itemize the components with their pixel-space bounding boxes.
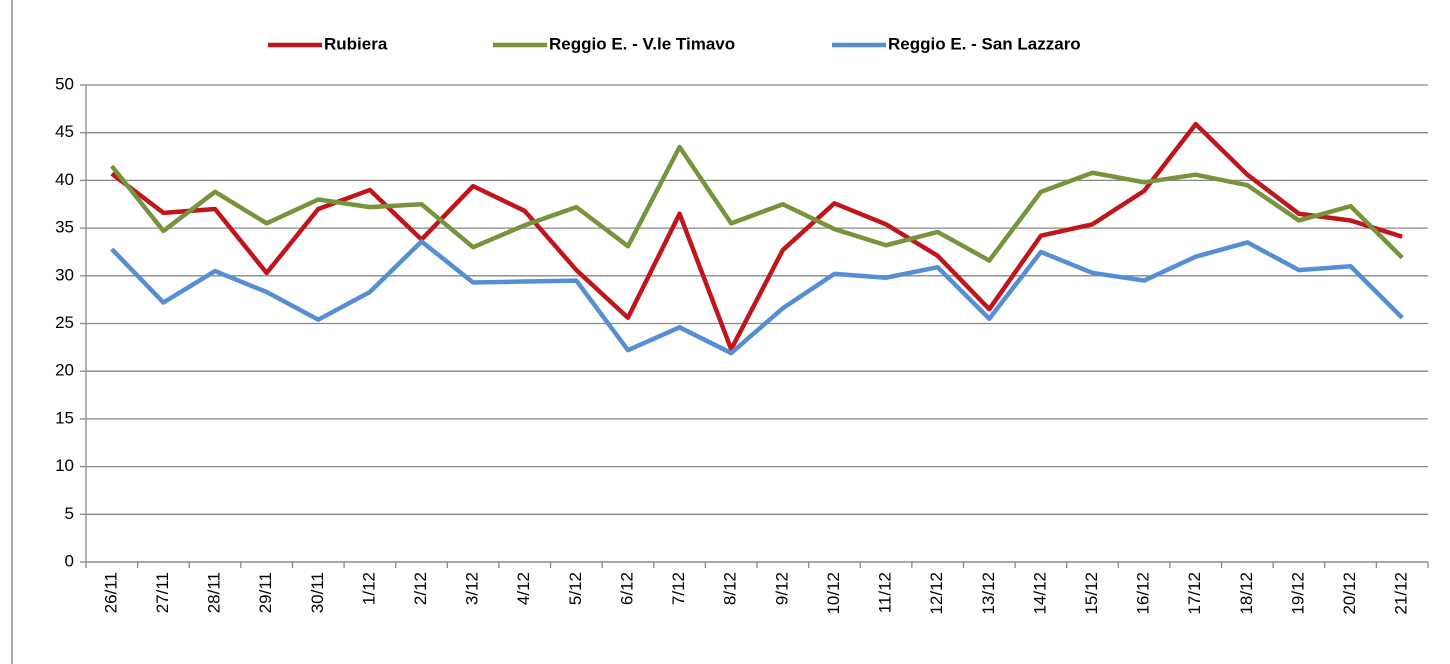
series-line [110,121,1403,352]
x-tick-label: 7/12 [669,572,688,605]
legend-text: Rubiera [324,34,388,53]
y-tick-label: 30 [55,265,74,284]
x-tick-label: 11/12 [876,572,895,613]
x-tick-label: 5/12 [566,572,585,605]
x-tick-label: 29/11 [256,572,275,613]
x-tick-label: 17/12 [1185,572,1204,615]
x-tick-label: 15/12 [1082,572,1101,615]
series-line [110,239,1404,356]
y-tick-label: 0 [65,551,74,570]
y-tick-label: 50 [55,74,74,93]
x-tick-label: 2/12 [411,572,430,605]
x-tick-label: 21/12 [1392,572,1411,615]
legend-text: Reggio E. - San Lazzaro [888,34,1081,53]
x-tick-label: 14/12 [1030,572,1049,615]
x-tick-label: 12/12 [927,572,946,615]
x-tick-label: 27/11 [153,572,172,613]
series-line [110,144,1404,263]
x-tick-label: 19/12 [1288,572,1307,615]
x-tick-label: 4/12 [514,572,533,605]
x-tick-label: 3/12 [463,572,482,605]
x-tick-label: 10/12 [824,572,843,615]
x-tick-label: 26/11 [101,572,120,613]
x-tick-label: 9/12 [772,572,791,605]
y-tick-label: 10 [55,456,74,475]
y-tick-label: 5 [65,504,74,523]
x-tick-label: 28/11 [205,572,224,613]
y-tick-label: 45 [55,122,74,141]
x-tick-label: 1/12 [359,572,378,605]
x-tick-label: 20/12 [1340,572,1359,615]
x-tick-label: 16/12 [1134,572,1153,615]
x-tick-label: 30/11 [308,572,327,613]
x-tick-label: 18/12 [1237,572,1256,615]
y-tick-label: 25 [55,313,74,332]
y-tick-label: 40 [55,170,74,189]
y-tick-label: 35 [55,218,74,237]
legend-text: Reggio E. - V.le Timavo [549,34,735,53]
y-tick-label: 20 [55,361,74,380]
x-tick-label: 8/12 [721,572,740,605]
x-tick-label: 13/12 [979,572,998,615]
y-tick-label: 15 [55,408,74,427]
x-tick-label: 6/12 [617,572,636,605]
chart-border [11,0,1450,664]
